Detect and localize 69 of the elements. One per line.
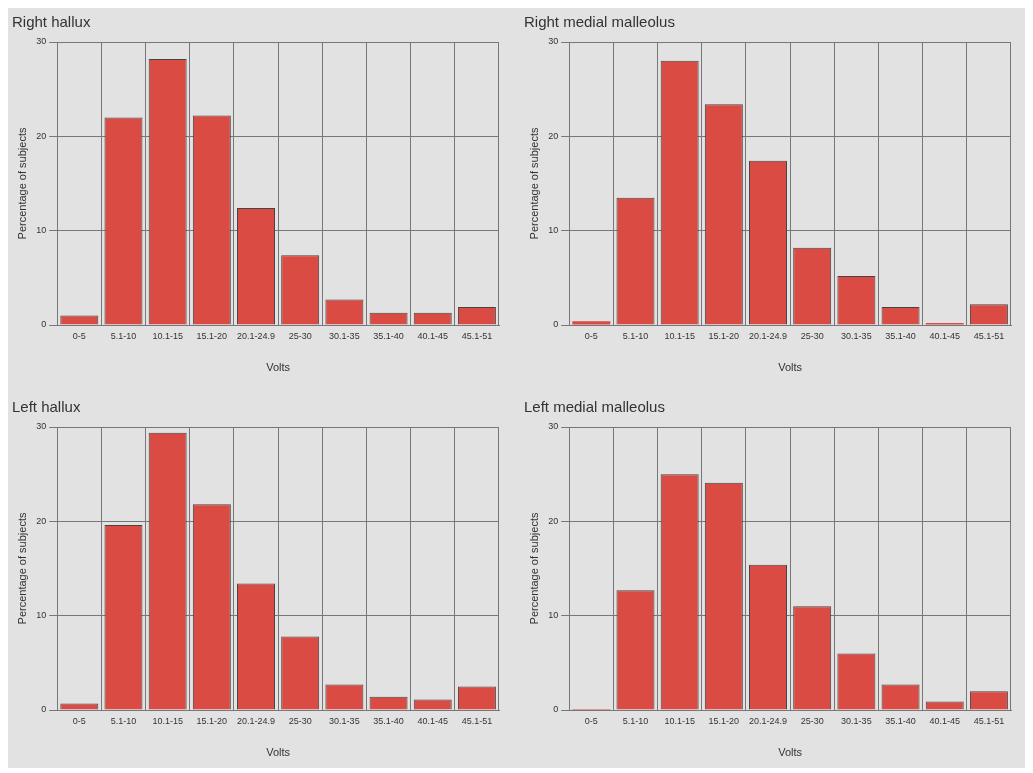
x-tick-label: 25-30	[800, 715, 824, 726]
y-tick-label: 0	[41, 319, 47, 330]
x-tick-label: 40.1-45	[417, 330, 448, 341]
chart-title: Right hallux	[12, 13, 91, 31]
y-axis-title: Percentage of subjects	[15, 512, 28, 625]
x-tick-label: 10.1-15	[664, 715, 695, 726]
y-tick-label: 30	[548, 421, 559, 432]
x-tick-label: 5.1-10	[622, 715, 649, 726]
chart-title: Right medial malleolus	[524, 13, 675, 31]
x-tick-label: 45.1-51	[461, 715, 493, 726]
x-tick-label: 30.1-35	[841, 330, 872, 341]
x-tick-label: 40.1-45	[929, 715, 960, 726]
chart-title: Left hallux	[12, 398, 81, 416]
x-tick-label: 0-5	[584, 330, 598, 341]
x-tick-label: 35.1-40	[885, 330, 916, 341]
x-tick-label: 20.1-24.9	[749, 715, 788, 726]
x-tick-label: 5.1-10	[110, 715, 137, 726]
x-tick-label: 45.1-51	[973, 715, 1005, 726]
x-tick-label: 30.1-35	[329, 715, 360, 726]
y-tick-label: 10	[36, 610, 47, 621]
x-tick-label: 40.1-45	[929, 330, 960, 341]
y-tick-label: 20	[548, 515, 559, 526]
x-tick-label: 15.1-20	[196, 715, 228, 726]
y-tick-label: 30	[36, 421, 47, 432]
x-tick-label: 0-5	[72, 715, 86, 726]
x-tick-label: 20.1-24.9	[749, 330, 788, 341]
x-tick-label: 45.1-51	[461, 330, 493, 341]
y-tick-label: 20	[36, 130, 47, 141]
y-axis-title: Percentage of subjects	[527, 127, 540, 240]
y-tick-label: 0	[553, 704, 559, 715]
x-tick-label: 15.1-20	[196, 330, 228, 341]
y-tick-label: 0	[41, 704, 47, 715]
x-tick-label: 45.1-51	[973, 330, 1005, 341]
x-tick-label: 35.1-40	[373, 715, 404, 726]
bar	[572, 321, 611, 325]
y-tick-label: 10	[36, 225, 47, 236]
y-tick-label: 20	[36, 515, 47, 526]
y-axis-title: Percentage of subjects	[15, 127, 28, 240]
x-tick-label: 5.1-10	[110, 330, 137, 341]
y-tick-label: 10	[548, 610, 559, 621]
x-tick-label: 40.1-45	[417, 715, 448, 726]
x-tick-label: 0-5	[72, 330, 86, 341]
chart-title: Left medial malleolus	[524, 398, 665, 416]
x-tick-label: 15.1-20	[708, 715, 740, 726]
x-tick-label: 30.1-35	[841, 715, 872, 726]
x-tick-label: 20.1-24.9	[237, 715, 276, 726]
y-tick-label: 10	[548, 225, 559, 236]
y-tick-label: 0	[553, 319, 559, 330]
y-tick-label: 20	[548, 130, 559, 141]
x-tick-label: 10.1-15	[664, 330, 695, 341]
x-tick-label: 35.1-40	[373, 330, 404, 341]
y-tick-label: 30	[548, 36, 559, 47]
x-tick-label: 25-30	[800, 330, 824, 341]
x-axis-title: Volts	[266, 361, 291, 374]
x-tick-label: 35.1-40	[885, 715, 916, 726]
x-axis-title: Volts	[778, 746, 803, 759]
y-axis-title: Percentage of subjects	[527, 512, 540, 625]
x-tick-label: 20.1-24.9	[237, 330, 276, 341]
x-tick-label: 15.1-20	[708, 330, 740, 341]
x-tick-label: 5.1-10	[622, 330, 649, 341]
x-axis-title: Volts	[266, 746, 291, 759]
x-tick-label: 10.1-15	[152, 715, 183, 726]
x-tick-label: 25-30	[288, 715, 312, 726]
x-tick-label: 30.1-35	[329, 330, 360, 341]
x-tick-label: 10.1-15	[152, 330, 183, 341]
x-tick-label: 25-30	[288, 330, 312, 341]
y-tick-label: 30	[36, 36, 47, 47]
x-tick-label: 0-5	[584, 715, 598, 726]
x-axis-title: Volts	[778, 361, 803, 374]
